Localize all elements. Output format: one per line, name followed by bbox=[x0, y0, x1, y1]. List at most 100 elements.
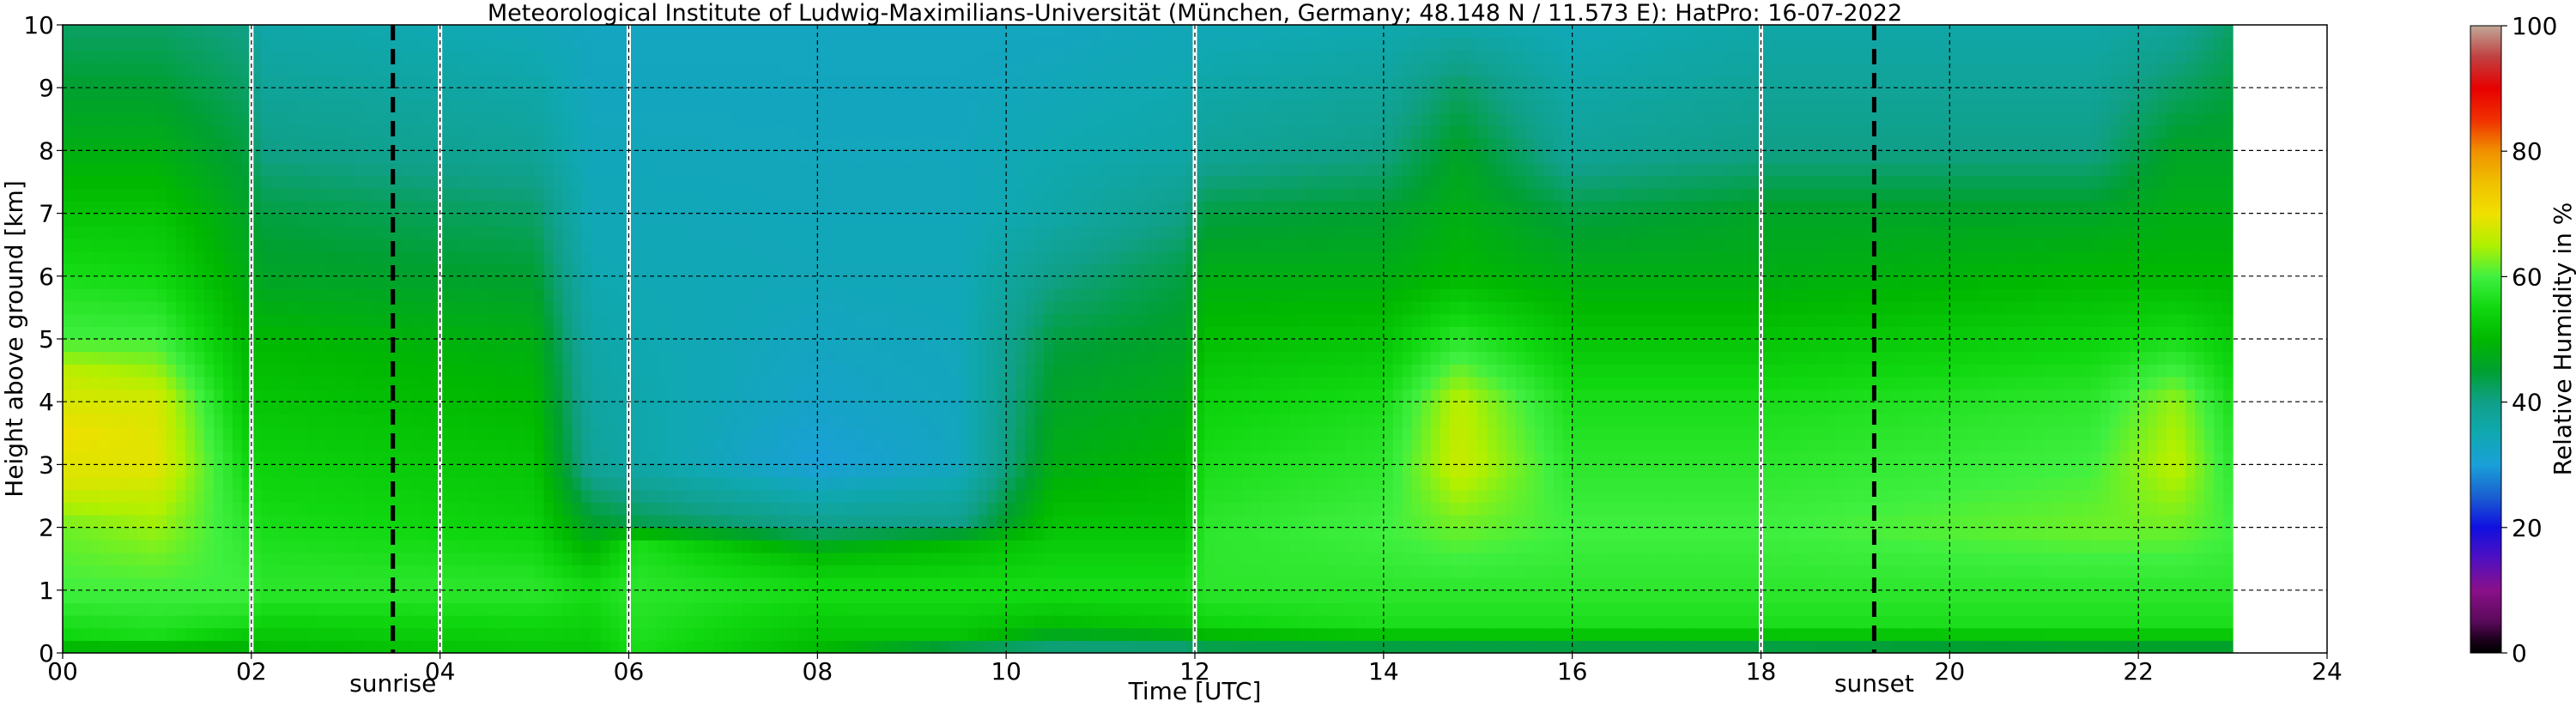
heatmap-cell bbox=[581, 627, 592, 641]
heatmap-cell bbox=[959, 540, 969, 553]
heatmap-cell bbox=[676, 489, 687, 503]
heatmap-cell bbox=[373, 226, 385, 239]
heatmap-cell bbox=[893, 439, 903, 453]
heatmap-cell bbox=[893, 112, 903, 126]
heatmap-cell bbox=[562, 640, 573, 653]
heatmap-cell bbox=[109, 313, 120, 327]
heatmap-cell bbox=[647, 37, 658, 51]
heatmap-cell bbox=[609, 263, 621, 277]
heatmap-cell bbox=[609, 627, 621, 641]
heatmap-cell bbox=[628, 640, 639, 653]
heatmap-cell bbox=[81, 414, 92, 428]
heatmap-cell bbox=[477, 439, 488, 453]
heatmap-cell bbox=[336, 100, 347, 114]
heatmap-cell bbox=[770, 615, 780, 629]
heatmap-cell bbox=[685, 426, 696, 440]
heatmap-cell bbox=[968, 527, 979, 541]
heatmap-cell bbox=[609, 439, 621, 453]
heatmap-cell bbox=[638, 175, 649, 189]
heatmap-cell bbox=[779, 464, 790, 478]
heatmap-cell bbox=[81, 326, 92, 340]
heatmap-cell bbox=[373, 62, 385, 76]
heatmap-cell bbox=[232, 175, 243, 189]
heatmap-cell bbox=[63, 439, 73, 453]
heatmap-cell bbox=[902, 326, 912, 340]
heatmap-cell bbox=[534, 137, 545, 151]
heatmap-cell bbox=[298, 502, 309, 516]
heatmap-cell bbox=[836, 37, 846, 51]
heatmap-cell bbox=[430, 451, 441, 465]
heatmap-cell bbox=[326, 577, 337, 591]
heatmap-cell bbox=[345, 50, 356, 63]
heatmap-cell bbox=[71, 137, 82, 151]
heatmap-cell bbox=[572, 200, 583, 215]
heatmap-cell bbox=[949, 200, 960, 215]
heatmap-cell bbox=[222, 200, 233, 215]
heatmap-cell bbox=[449, 125, 460, 139]
heatmap-cell bbox=[260, 414, 271, 428]
heatmap-cell bbox=[430, 112, 441, 126]
heatmap-cell bbox=[902, 389, 912, 402]
heatmap-cell bbox=[421, 301, 432, 315]
heatmap-cell bbox=[118, 477, 130, 491]
heatmap-cell bbox=[572, 615, 583, 629]
heatmap-cell bbox=[789, 301, 799, 315]
heatmap-cell bbox=[572, 112, 583, 126]
heatmap-cell bbox=[147, 552, 158, 566]
heatmap-cell bbox=[449, 540, 460, 553]
heatmap-cell bbox=[232, 37, 243, 51]
heatmap-cell bbox=[81, 62, 92, 76]
heatmap-cell bbox=[383, 301, 394, 315]
heatmap-cell bbox=[789, 389, 799, 402]
heatmap-cell bbox=[251, 514, 262, 529]
heatmap-cell bbox=[855, 602, 865, 616]
heatmap-cell bbox=[524, 213, 536, 227]
heatmap-cell bbox=[761, 163, 771, 177]
heatmap-cell bbox=[175, 150, 186, 164]
heatmap-cell bbox=[761, 439, 771, 453]
heatmap-cell bbox=[373, 213, 385, 227]
heatmap-cell bbox=[609, 25, 621, 39]
heatmap-cell bbox=[118, 112, 130, 126]
heatmap-cell bbox=[71, 426, 82, 440]
heatmap-cell bbox=[562, 50, 573, 63]
heatmap-cell bbox=[71, 226, 82, 239]
heatmap-cell bbox=[553, 188, 564, 202]
heatmap-cell bbox=[666, 275, 677, 290]
heatmap-cell bbox=[789, 188, 799, 202]
heatmap-cell bbox=[949, 62, 960, 76]
heatmap-cell bbox=[241, 402, 252, 415]
heatmap-cell bbox=[883, 175, 894, 189]
heatmap-cell bbox=[260, 37, 271, 51]
heatmap-cell bbox=[808, 351, 818, 365]
heatmap-cell bbox=[137, 163, 148, 177]
heatmap-cell bbox=[912, 339, 922, 353]
heatmap-cell bbox=[572, 50, 583, 63]
heatmap-cell bbox=[940, 37, 950, 51]
heatmap-cell bbox=[203, 376, 215, 390]
heatmap-cell bbox=[628, 125, 639, 139]
heatmap-cell bbox=[222, 439, 233, 453]
heatmap-cell bbox=[392, 213, 403, 227]
heatmap-cell bbox=[817, 275, 827, 290]
heatmap-cell bbox=[477, 313, 488, 327]
heatmap-cell bbox=[751, 226, 761, 239]
heatmap-cell bbox=[836, 477, 846, 491]
heatmap-cell bbox=[524, 339, 536, 353]
heatmap-cell bbox=[402, 62, 413, 76]
heatmap-cell bbox=[959, 112, 969, 126]
heatmap-cell bbox=[846, 615, 856, 629]
heatmap-cell bbox=[591, 627, 602, 641]
heatmap-cell bbox=[742, 200, 752, 215]
heatmap-cell bbox=[997, 62, 1007, 76]
heatmap-cell bbox=[581, 112, 592, 126]
heatmap-cell bbox=[279, 263, 290, 277]
heatmap-cell bbox=[449, 301, 460, 315]
heatmap-cell bbox=[373, 200, 385, 215]
heatmap-cell bbox=[364, 313, 375, 327]
heatmap-cell bbox=[430, 100, 441, 114]
heatmap-cell bbox=[63, 376, 73, 390]
heatmap-cell bbox=[515, 275, 526, 290]
heatmap-cell bbox=[572, 552, 583, 566]
heatmap-cell bbox=[421, 188, 432, 202]
